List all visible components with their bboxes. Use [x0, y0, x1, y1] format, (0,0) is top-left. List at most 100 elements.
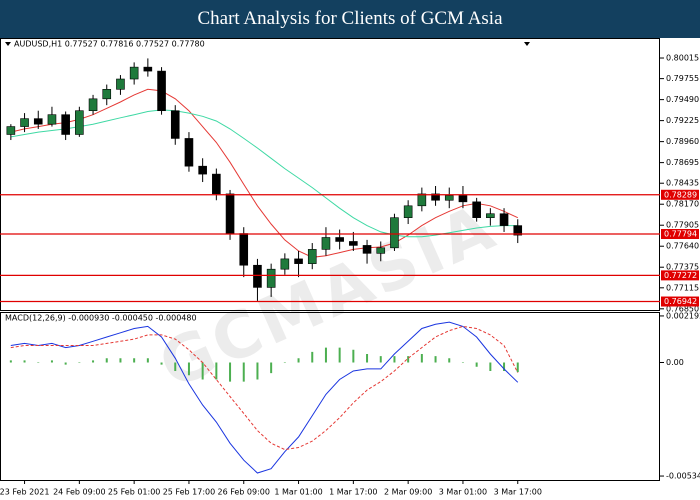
candle-body	[403, 205, 413, 218]
candle-body	[472, 201, 481, 218]
macd-line	[10, 325, 519, 451]
candle-body	[88, 98, 98, 112]
candle-body	[61, 114, 70, 135]
x-tick-label: 25 Feb 01:00	[108, 488, 160, 497]
macd-histogram-bar	[119, 358, 122, 363]
macd-histogram-bar	[338, 347, 341, 363]
level-label: 0.77794	[664, 230, 697, 239]
y-tick-label: 0.77905	[666, 221, 699, 230]
macd-histogram-bar	[407, 356, 410, 363]
candle-body	[20, 118, 29, 127]
title-bar: Chart Analysis for Clients of GCM Asia	[0, 0, 700, 38]
y-tick-label: 0.00	[666, 358, 684, 367]
candle-body	[143, 66, 153, 72]
level-label: 0.76942	[664, 297, 697, 306]
candle-body	[75, 110, 84, 135]
macd-line	[10, 321, 519, 474]
candle-body	[129, 66, 139, 80]
candle-body	[225, 193, 235, 234]
macd-histogram-bar	[78, 362, 81, 364]
y-tick-label: 0.78960	[666, 137, 699, 146]
y-tick-label: 0.77115	[666, 283, 699, 292]
macd-histogram-bar	[489, 362, 492, 372]
x-tick-label: 24 Feb 09:00	[53, 488, 105, 497]
macd-histogram-bar	[475, 362, 478, 367]
candle-body	[239, 233, 249, 266]
y-tick-label: 0.79225	[666, 116, 699, 125]
main-panel-frame	[0, 38, 660, 311]
x-tick-label: 1 Mar 01:00	[274, 488, 322, 497]
candle-body	[376, 247, 386, 254]
x-tick-label: 2 Mar 09:00	[384, 488, 432, 497]
candle-body	[253, 264, 262, 288]
candle-body	[198, 165, 207, 175]
macd-histogram-bar	[379, 356, 382, 363]
x-tick-label: 25 Feb 17:00	[163, 488, 215, 497]
scroll-marker	[524, 42, 530, 46]
candle-body	[116, 78, 125, 90]
macd-histogram-bar	[215, 362, 218, 380]
macd-histogram-bar	[92, 360, 95, 363]
moving-average	[10, 109, 518, 238]
y-tick-label: 0.77640	[666, 242, 699, 251]
candle-body	[307, 249, 317, 264]
macd-histogram-bar	[174, 362, 177, 372]
chart: GCMASIA AUDUSD,H1 0.77527 0.77816 0.7752…	[0, 38, 700, 500]
macd-histogram-bar	[297, 358, 300, 363]
y-tick-label: 0.78695	[666, 158, 699, 167]
macd-histogram-bar	[311, 351, 314, 363]
x-tick-label: 3 Mar 01:00	[439, 488, 487, 497]
candle-body	[47, 114, 57, 125]
x-tick-label: 23 Feb 2021	[0, 488, 49, 497]
candle-body	[362, 245, 372, 254]
y-tick-label: 0.79490	[666, 95, 699, 104]
macd-header: MACD(12,26,9) -0.000930 -0.000450 -0.000…	[5, 314, 197, 323]
y-tick-label: 0.80015	[666, 54, 699, 63]
macd-panel-frame	[0, 312, 660, 481]
candle-body	[184, 138, 194, 167]
macd-histogram-bar	[516, 362, 519, 373]
candle-body	[349, 241, 358, 246]
candle-body	[431, 193, 440, 201]
y-tick-label: 0.78170	[666, 200, 699, 209]
level-label-box	[661, 270, 699, 281]
candle-body	[335, 237, 344, 242]
macd-histogram-bar	[283, 362, 286, 364]
moving-average	[10, 88, 519, 258]
x-tick-label: 3 Mar 17:00	[494, 488, 542, 497]
candle-body	[157, 70, 166, 112]
macd-histogram-bar	[366, 354, 369, 363]
level-label: 0.78289	[664, 190, 697, 199]
macd-histogram-bar	[50, 360, 53, 363]
x-tick-label: 1 Mar 17:00	[329, 488, 377, 497]
candle-body	[266, 268, 276, 288]
x-tick-label: 26 Feb 09:00	[218, 488, 270, 497]
macd-histogram-bar	[448, 358, 451, 363]
macd-histogram-bar	[420, 354, 423, 363]
level-label-box	[661, 189, 699, 200]
candle-body	[444, 195, 454, 201]
candle-body	[390, 217, 399, 249]
candle-body	[294, 258, 303, 264]
macd-histogram-bar	[229, 362, 232, 382]
candle-body	[33, 118, 43, 125]
page-title: Chart Analysis for Clients of GCM Asia	[197, 8, 503, 29]
y-tick-label: 0.79755	[666, 74, 699, 83]
candle-body	[280, 258, 290, 270]
menu-arrow	[5, 42, 11, 46]
y-tick-label: 0.77375	[666, 263, 699, 272]
level-label-box	[661, 296, 699, 307]
macd-histogram-bar	[64, 362, 67, 365]
symbol-header: AUDUSD,H1 0.77527 0.77816 0.77527 0.7778…	[14, 40, 205, 49]
macd-histogram-bar	[256, 362, 259, 380]
macd-histogram-bar	[434, 356, 437, 363]
candle-body	[499, 213, 509, 226]
macd-histogram-bar	[23, 360, 26, 363]
y-tick-label: 0.78435	[666, 179, 699, 188]
macd-histogram-bar	[105, 358, 108, 363]
candle-body	[102, 89, 112, 100]
macd-histogram-bar	[9, 360, 12, 363]
background	[0, 38, 700, 500]
macd-histogram-bar	[133, 358, 136, 363]
